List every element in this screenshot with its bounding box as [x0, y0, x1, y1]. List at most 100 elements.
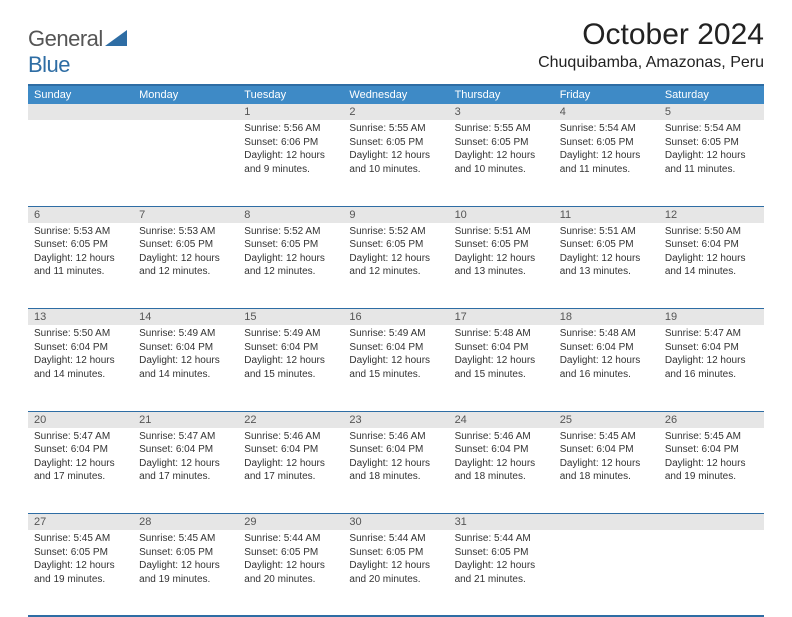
day-cell-body: Sunrise: 5:51 AMSunset: 6:05 PMDaylight:… [449, 223, 554, 283]
sunrise-line: Sunrise: 5:52 AM [244, 225, 337, 239]
sunrise-line: Sunrise: 5:46 AM [244, 430, 337, 444]
daylight-line: Daylight: 12 hours and 17 minutes. [34, 457, 127, 484]
day-number: 4 [554, 104, 659, 120]
day-number: 8 [238, 207, 343, 223]
sunrise-line: Sunrise: 5:54 AM [665, 122, 758, 136]
day-cell-body: Sunrise: 5:46 AMSunset: 6:04 PMDaylight:… [238, 428, 343, 488]
day-cell-body: Sunrise: 5:54 AMSunset: 6:05 PMDaylight:… [659, 120, 764, 180]
daylight-line: Daylight: 12 hours and 16 minutes. [560, 354, 653, 381]
sunset-line: Sunset: 6:04 PM [455, 341, 548, 355]
day-cell-body: Sunrise: 5:47 AMSunset: 6:04 PMDaylight:… [28, 428, 133, 488]
daylight-line: Daylight: 12 hours and 13 minutes. [455, 252, 548, 279]
weekday-header: Thursday [449, 85, 554, 104]
sunrise-line: Sunrise: 5:53 AM [34, 225, 127, 239]
sunset-line: Sunset: 6:04 PM [244, 341, 337, 355]
day-number: 15 [238, 309, 343, 325]
weekday-header: Saturday [659, 85, 764, 104]
daylight-line: Daylight: 12 hours and 17 minutes. [244, 457, 337, 484]
day-cell-body: Sunrise: 5:49 AMSunset: 6:04 PMDaylight:… [238, 325, 343, 385]
sunrise-line: Sunrise: 5:54 AM [560, 122, 653, 136]
day-number: 24 [449, 412, 554, 428]
sunset-line: Sunset: 6:04 PM [349, 341, 442, 355]
day-number: 10 [449, 207, 554, 223]
day-number: 26 [659, 412, 764, 428]
sunset-line: Sunset: 6:05 PM [455, 238, 548, 252]
sunrise-line: Sunrise: 5:51 AM [455, 225, 548, 239]
sunrise-line: Sunrise: 5:53 AM [139, 225, 232, 239]
daylight-line: Daylight: 12 hours and 16 minutes. [665, 354, 758, 381]
logo-text: General Blue [28, 26, 127, 78]
daylight-line: Daylight: 12 hours and 18 minutes. [560, 457, 653, 484]
day-number [133, 104, 238, 120]
daylight-line: Daylight: 12 hours and 14 minutes. [665, 252, 758, 279]
sunrise-line: Sunrise: 5:47 AM [139, 430, 232, 444]
sunset-line: Sunset: 6:04 PM [139, 341, 232, 355]
day-cell-body: Sunrise: 5:52 AMSunset: 6:05 PMDaylight:… [343, 223, 448, 283]
day-number: 29 [238, 514, 343, 530]
sunset-line: Sunset: 6:04 PM [665, 341, 758, 355]
day-number: 18 [554, 309, 659, 325]
weekday-header: Monday [133, 85, 238, 104]
day-cell-body: Sunrise: 5:54 AMSunset: 6:05 PMDaylight:… [554, 120, 659, 180]
daylight-line: Daylight: 12 hours and 12 minutes. [139, 252, 232, 279]
sunset-line: Sunset: 6:04 PM [34, 443, 127, 457]
day-number [28, 104, 133, 120]
sunrise-line: Sunrise: 5:45 AM [665, 430, 758, 444]
day-cell-body: Sunrise: 5:48 AMSunset: 6:04 PMDaylight:… [554, 325, 659, 385]
day-number: 3 [449, 104, 554, 120]
day-number: 14 [133, 309, 238, 325]
sunrise-line: Sunrise: 5:48 AM [560, 327, 653, 341]
sunset-line: Sunset: 6:04 PM [560, 341, 653, 355]
day-number: 9 [343, 207, 448, 223]
day-number [554, 514, 659, 530]
sunrise-line: Sunrise: 5:48 AM [455, 327, 548, 341]
day-number: 13 [28, 309, 133, 325]
sunset-line: Sunset: 6:05 PM [349, 546, 442, 560]
day-cell-body: Sunrise: 5:49 AMSunset: 6:04 PMDaylight:… [133, 325, 238, 385]
sunset-line: Sunset: 6:05 PM [560, 136, 653, 150]
day-cell-body [659, 530, 764, 536]
day-cell-body [28, 120, 133, 126]
day-number: 31 [449, 514, 554, 530]
day-cell-body: Sunrise: 5:51 AMSunset: 6:05 PMDaylight:… [554, 223, 659, 283]
daylight-line: Daylight: 12 hours and 15 minutes. [349, 354, 442, 381]
day-number: 20 [28, 412, 133, 428]
sunset-line: Sunset: 6:04 PM [455, 443, 548, 457]
sunset-line: Sunset: 6:04 PM [665, 443, 758, 457]
weekday-header: Friday [554, 85, 659, 104]
sunset-line: Sunset: 6:05 PM [349, 136, 442, 150]
sunrise-line: Sunrise: 5:47 AM [665, 327, 758, 341]
logo-triangle-icon [105, 30, 127, 46]
day-cell-body: Sunrise: 5:47 AMSunset: 6:04 PMDaylight:… [659, 325, 764, 385]
daylight-line: Daylight: 12 hours and 11 minutes. [34, 252, 127, 279]
day-cell-body: Sunrise: 5:55 AMSunset: 6:05 PMDaylight:… [449, 120, 554, 180]
daylight-line: Daylight: 12 hours and 10 minutes. [349, 149, 442, 176]
logo: General Blue [28, 26, 127, 78]
sunset-line: Sunset: 6:05 PM [244, 238, 337, 252]
day-cell-body: Sunrise: 5:55 AMSunset: 6:05 PMDaylight:… [343, 120, 448, 180]
daylight-line: Daylight: 12 hours and 15 minutes. [455, 354, 548, 381]
daylight-line: Daylight: 12 hours and 11 minutes. [665, 149, 758, 176]
day-number: 17 [449, 309, 554, 325]
day-cell-body: Sunrise: 5:45 AMSunset: 6:05 PMDaylight:… [133, 530, 238, 590]
daylight-line: Daylight: 12 hours and 13 minutes. [560, 252, 653, 279]
sunrise-line: Sunrise: 5:44 AM [455, 532, 548, 546]
sunrise-line: Sunrise: 5:45 AM [34, 532, 127, 546]
sunset-line: Sunset: 6:04 PM [665, 238, 758, 252]
weekday-header: Tuesday [238, 85, 343, 104]
day-number: 23 [343, 412, 448, 428]
day-number: 6 [28, 207, 133, 223]
day-number: 5 [659, 104, 764, 120]
sunrise-line: Sunrise: 5:46 AM [455, 430, 548, 444]
sunset-line: Sunset: 6:05 PM [455, 546, 548, 560]
sunrise-line: Sunrise: 5:49 AM [139, 327, 232, 341]
day-cell-body [133, 120, 238, 126]
day-cell-body: Sunrise: 5:53 AMSunset: 6:05 PMDaylight:… [28, 223, 133, 283]
day-number: 7 [133, 207, 238, 223]
day-number [659, 514, 764, 530]
day-number: 21 [133, 412, 238, 428]
sunrise-line: Sunrise: 5:52 AM [349, 225, 442, 239]
daylight-line: Daylight: 12 hours and 18 minutes. [349, 457, 442, 484]
daylight-line: Daylight: 12 hours and 19 minutes. [665, 457, 758, 484]
daylight-line: Daylight: 12 hours and 20 minutes. [244, 559, 337, 586]
